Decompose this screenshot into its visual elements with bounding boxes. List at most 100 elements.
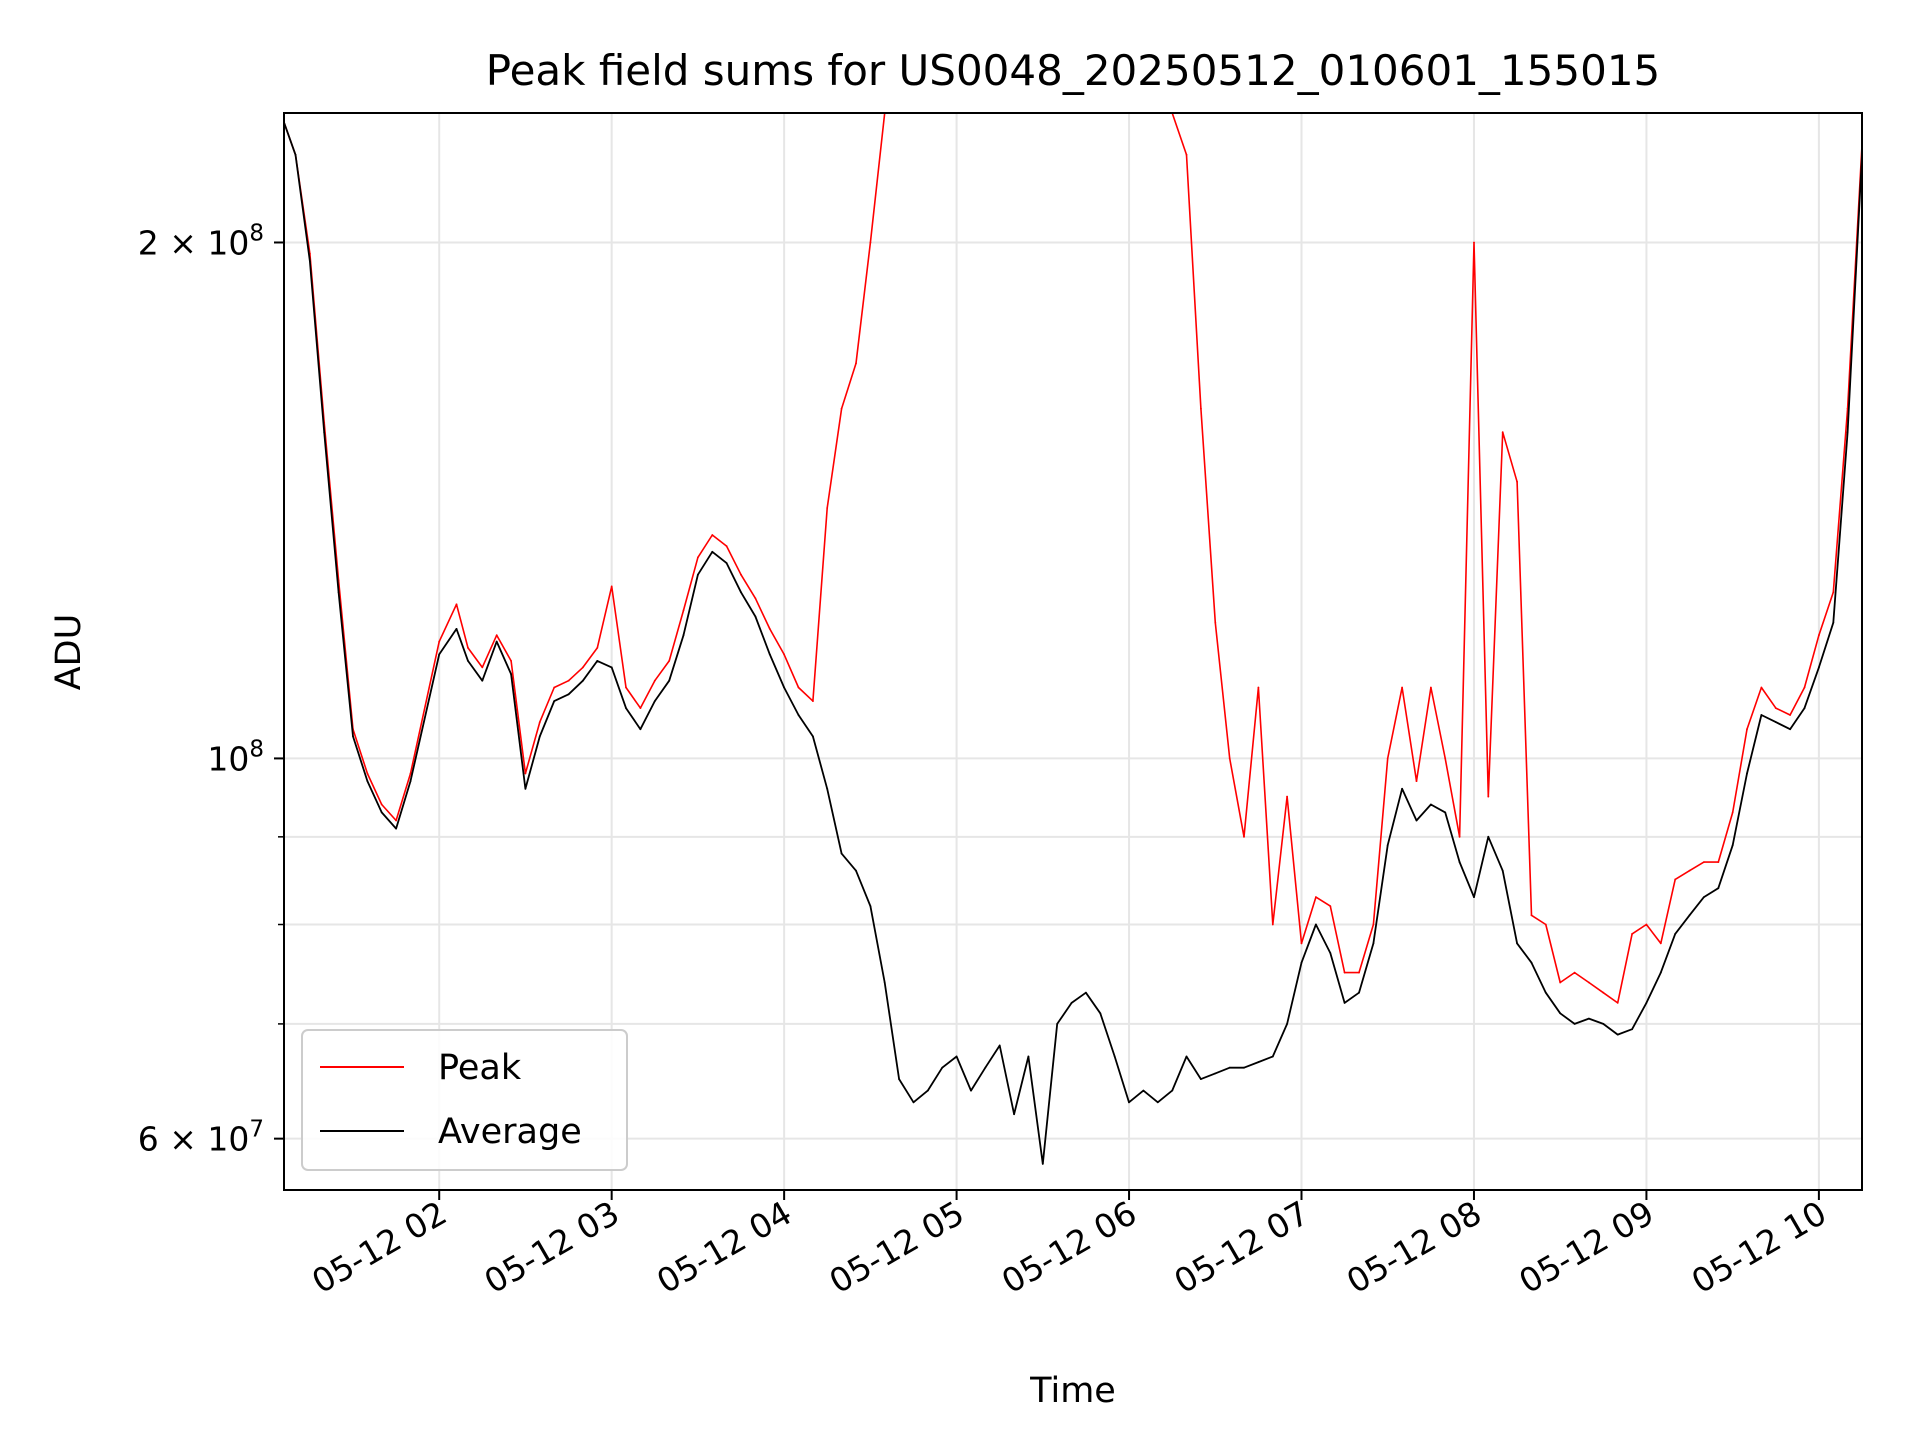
data-point-average — [395, 827, 397, 830]
legend: Peak Average — [301, 1029, 628, 1171]
data-point-average — [524, 787, 527, 790]
data-point-average — [1731, 844, 1734, 847]
data-point-peak — [668, 660, 671, 662]
data-point-average — [1487, 835, 1490, 838]
data-point-peak — [768, 628, 771, 630]
data-point-average — [1228, 1066, 1231, 1069]
data-point-peak — [1616, 1002, 1619, 1004]
data-point-peak — [740, 573, 742, 576]
data-point-peak — [1315, 896, 1317, 898]
data-point-average — [955, 1055, 958, 1058]
data-point-average — [337, 591, 340, 594]
data-point-average — [553, 700, 556, 702]
data-point-peak — [481, 666, 484, 669]
data-point-average — [596, 660, 599, 662]
data-point-average — [1430, 803, 1432, 806]
data-point-average — [538, 735, 541, 738]
data-point-peak — [380, 803, 383, 806]
data-point-average — [711, 550, 714, 553]
data-point-peak — [826, 507, 829, 509]
data-point-peak — [438, 640, 441, 643]
data-point-average — [1358, 991, 1360, 994]
data-point-peak — [366, 772, 369, 775]
data-point-average — [1185, 1055, 1188, 1058]
data-point-peak — [1300, 942, 1303, 945]
data-point-average — [1458, 861, 1461, 863]
data-point-average — [998, 1044, 1001, 1047]
data-point-peak — [1717, 861, 1720, 863]
data-point-peak — [1818, 634, 1820, 637]
data-point-average — [869, 905, 872, 907]
data-point-peak — [1774, 707, 1777, 709]
data-point-peak — [1444, 757, 1447, 760]
data-point-peak — [395, 819, 397, 822]
data-point-peak — [510, 660, 512, 662]
data-point-peak — [1789, 714, 1791, 716]
data-point-average — [668, 679, 671, 682]
data-point-average — [294, 153, 297, 156]
data-point-average — [1818, 666, 1820, 669]
data-point-average — [625, 707, 627, 709]
data-point-peak — [1415, 780, 1418, 782]
data-point-peak — [1659, 942, 1662, 945]
data-point-peak — [1746, 728, 1748, 731]
data-point-average — [567, 693, 570, 696]
data-point-average — [1271, 1055, 1274, 1058]
data-point-average — [984, 1066, 987, 1069]
data-point-peak — [596, 647, 599, 649]
data-point-average — [1774, 721, 1777, 723]
series-line-peak — [284, 113, 1862, 1004]
data-point-peak — [1832, 591, 1835, 594]
data-point-peak — [582, 666, 584, 669]
data-point-average — [912, 1101, 915, 1104]
data-point-average — [1573, 1023, 1576, 1025]
data-point-peak — [553, 686, 556, 689]
data-point-average — [1329, 952, 1332, 954]
data-point-average — [481, 679, 484, 682]
data-point-peak — [455, 603, 458, 606]
data-point-peak — [1286, 795, 1288, 798]
data-point-average — [1846, 431, 1849, 434]
data-point-average — [1372, 942, 1375, 945]
data-point-peak — [1358, 971, 1360, 974]
data-point-peak — [1487, 795, 1490, 798]
y-tick-label: 2 × 108 — [138, 220, 264, 262]
data-point-peak — [1645, 923, 1648, 926]
data-point-peak — [1430, 686, 1432, 689]
data-point-peak — [639, 707, 642, 709]
legend-label-average: Average — [438, 1112, 582, 1152]
data-point-average — [1473, 896, 1475, 898]
data-point-average — [1631, 1028, 1633, 1031]
data-point-average — [840, 852, 843, 855]
y-tick-label: 6 × 107 — [138, 1117, 264, 1159]
data-point-average — [323, 431, 326, 434]
data-point-average — [1746, 772, 1748, 775]
data-point-peak — [754, 597, 757, 600]
data-point-peak — [1703, 861, 1705, 863]
data-point-average — [1588, 1017, 1590, 1020]
data-point-peak — [610, 585, 613, 588]
data-point-average — [970, 1089, 972, 1092]
data-point-peak — [682, 609, 685, 612]
data-point-average — [1113, 1055, 1116, 1058]
data-point-average — [1214, 1072, 1217, 1075]
data-point-average — [898, 1078, 900, 1080]
legend-box — [301, 1029, 628, 1171]
data-point-average — [1343, 1002, 1346, 1004]
data-point-peak — [1688, 869, 1691, 872]
legend-label-peak: Peak — [438, 1048, 522, 1088]
data-point-average — [1530, 961, 1533, 964]
data-point-peak — [1731, 811, 1734, 814]
data-point-average — [1688, 914, 1691, 917]
data-point-average — [610, 666, 613, 669]
data-point-peak — [725, 545, 728, 547]
data-point-average — [1099, 1012, 1102, 1015]
data-point-peak — [1559, 981, 1562, 984]
data-point-average — [455, 628, 458, 630]
data-point-average — [1156, 1101, 1159, 1104]
data-point-average — [926, 1089, 929, 1092]
data-point-average — [1041, 1163, 1044, 1165]
data-point-peak — [495, 634, 498, 637]
data-point-peak — [1401, 686, 1403, 689]
